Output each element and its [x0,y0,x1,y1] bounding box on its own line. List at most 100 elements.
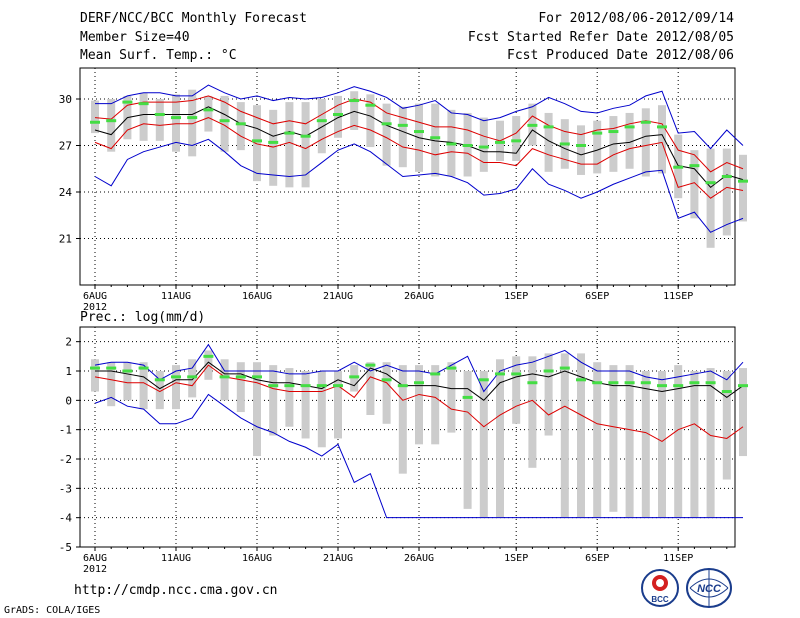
range-box [690,371,699,518]
range-box [544,353,553,436]
range-box [172,365,180,410]
precipitation-variable-label: Prec.: log(mm/d) [80,310,206,325]
series-mean-minus-std-line [94,117,744,199]
x-tick-year-label: 2012 [83,564,107,575]
x-tick-label: 6AUG [83,291,107,302]
range-box [107,99,116,152]
range-box [317,371,326,448]
temperature-variable-label: Mean Surf. Temp.: °C [80,48,237,63]
y-tick-label: 24 [59,186,73,199]
x-tick-label: 11SEP [663,291,693,302]
grads-credit: GrADS: COLA/IGES [4,605,101,616]
x-tick-label: 21AUG [323,291,353,302]
range-box [528,356,537,468]
range-box [431,365,440,445]
range-box [577,125,585,175]
range-box [415,365,423,445]
range-box [447,362,456,433]
x-tick-label: 11SEP [663,553,693,564]
range-box [139,362,148,410]
member-size: Member Size=40 [80,30,190,45]
range-box [269,109,278,186]
y-tick-label: 21 [59,233,72,246]
y-tick-label: -5 [59,541,72,554]
series-mean-line [94,106,744,189]
range-box [382,103,391,166]
range-box [366,362,375,415]
series-min-line [94,138,744,233]
range-box [593,362,602,518]
range-box [220,95,229,152]
range-box [398,106,407,168]
range-box [625,112,634,169]
range-box [431,103,440,177]
range-box [739,368,747,457]
figure-title: DERF/NCC/BCC Monthly Forecast [80,11,307,26]
y-tick-label: -2 [59,453,72,466]
range-box [253,105,261,182]
x-tick-label: 11AUG [161,291,191,302]
range-box [350,91,359,130]
series-mean-plus-std-line [94,95,744,173]
series-min-line [94,393,743,519]
x-tick-label: 6AUG [83,553,107,564]
range-box [91,359,99,392]
range-box [674,365,683,518]
bcc-logo-icon: BCC [641,569,679,607]
range-box [269,365,278,436]
series-mean-line [95,361,744,401]
y-tick-label: 30 [59,93,72,106]
x-tick-label: 16AUG [242,291,272,302]
series-mean-minus-std-line [94,364,744,442]
range-box [285,368,294,427]
ncc-logo-text: NCC [697,583,722,595]
y-tick-label: 2 [65,336,72,349]
range-box [107,362,116,407]
range-box [204,95,213,132]
x-tick-label: 6SEP [585,553,609,564]
range-box [739,154,747,222]
y-tick-label: 27 [59,140,72,153]
x-tick-label: 26AUG [404,553,434,564]
x-tick-label: 1SEP [504,553,528,564]
range-box [382,362,391,424]
range-box [301,102,310,188]
range-box [253,362,261,457]
ncc-logo-icon: NCC [686,568,732,608]
series-max-line [95,84,744,150]
range-box [609,365,618,512]
y-tick-label: 1 [65,365,72,378]
range-box [220,359,229,401]
range-box [658,105,666,174]
range-box [334,371,342,439]
y-tick-label: 0 [65,394,72,407]
fcst-started-date: Fcst Started Refer Date 2012/08/05 [467,30,734,45]
x-tick-label: 26AUG [404,291,434,302]
x-tick-year-label: 2012 [83,302,107,313]
range-box [463,371,472,509]
plot-frame [79,326,736,548]
range-box [334,95,342,138]
source-url[interactable]: http://cmdp.ncc.cma.gov.cn [74,583,278,598]
range-box [722,148,731,236]
range-box [560,353,569,518]
range-box [236,362,245,413]
x-tick-label: 1SEP [504,291,528,302]
range-box [317,99,326,154]
range-box [641,108,650,177]
x-tick-label: 21AUG [323,553,353,564]
range-box [172,94,180,152]
range-box [398,365,407,474]
range-box [285,102,294,188]
range-box [123,362,132,401]
range-box [722,371,731,480]
range-box [155,99,164,141]
range-box [641,371,650,518]
plot-frame [79,67,736,286]
range-box [479,117,488,172]
range-box [155,371,164,410]
range-box [625,365,634,518]
